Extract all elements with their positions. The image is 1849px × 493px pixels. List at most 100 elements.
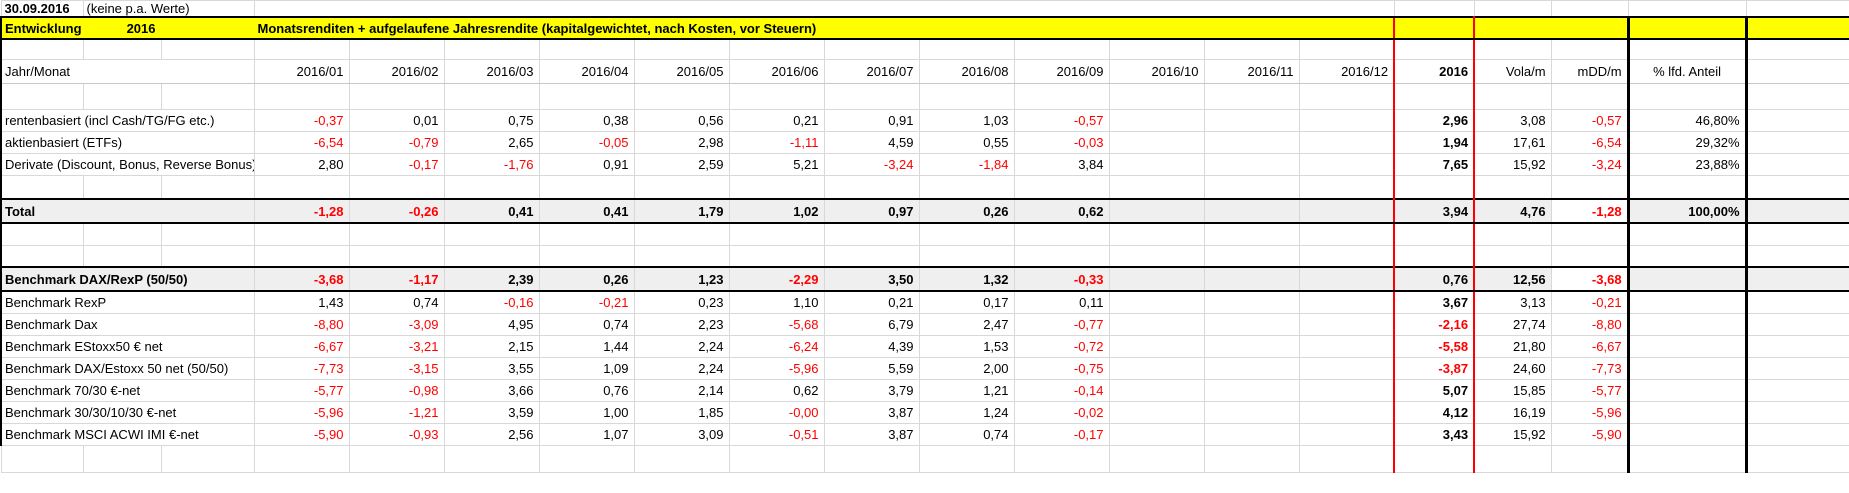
cell[interactable] [1550, 244, 1629, 268]
cell[interactable] [1108, 222, 1205, 246]
cell-month[interactable] [1108, 152, 1205, 176]
cell[interactable] [1745, 422, 1849, 446]
cell[interactable] [1473, 0, 1552, 18]
cell[interactable] [728, 38, 825, 60]
cell[interactable] [1108, 82, 1205, 110]
cell[interactable] [1393, 444, 1476, 473]
cell[interactable] [160, 244, 255, 268]
cell-month[interactable]: 4,95 [443, 312, 540, 336]
cell-month[interactable] [1298, 400, 1395, 424]
cell-month[interactable]: 2,47 [918, 312, 1015, 336]
row-label[interactable]: Total [0, 198, 255, 224]
cell[interactable] [1745, 244, 1849, 268]
cell[interactable] [1298, 174, 1395, 200]
cell[interactable] [1745, 38, 1849, 60]
cell-ytd-2016[interactable]: 5,07 [1393, 378, 1476, 402]
cell-month[interactable]: -0,05 [538, 130, 635, 154]
cell[interactable] [160, 82, 255, 110]
cell-pct-anteil[interactable] [1626, 422, 1748, 446]
cell-month[interactable] [1298, 378, 1395, 402]
cell[interactable] [1393, 38, 1476, 60]
cell[interactable] [1473, 222, 1552, 246]
cell-month[interactable] [1298, 356, 1395, 380]
cell[interactable] [348, 38, 445, 60]
cell-month[interactable]: 1,03 [918, 108, 1015, 132]
col-header-jahr-monat[interactable]: Jahr/Monat [0, 58, 255, 84]
cell-ytd-2016[interactable]: 4,12 [1393, 400, 1476, 424]
col-header-month[interactable]: 2016/12 [1298, 58, 1395, 84]
cell[interactable] [1626, 222, 1748, 246]
cell-month[interactable]: 0,01 [348, 108, 445, 132]
cell[interactable] [1745, 290, 1849, 314]
cell-month[interactable]: 1,21 [918, 378, 1015, 402]
cell-month[interactable]: -3,68 [253, 266, 350, 292]
cell[interactable] [0, 444, 84, 473]
col-header-mdd[interactable]: mDD/m [1550, 58, 1629, 84]
cell-month[interactable] [1108, 422, 1205, 446]
cell-month[interactable] [1108, 198, 1205, 224]
cell-month[interactable]: -0,98 [348, 378, 445, 402]
cell[interactable] [1550, 82, 1629, 110]
cell[interactable] [82, 174, 162, 200]
cell[interactable] [1473, 82, 1552, 110]
cell-month[interactable]: 3,87 [823, 400, 920, 424]
cell-month[interactable] [1108, 312, 1205, 336]
cell[interactable] [0, 38, 84, 60]
cell[interactable] [1298, 222, 1395, 246]
cell[interactable] [1745, 378, 1849, 402]
cell[interactable] [633, 174, 730, 200]
cell-month[interactable]: 0,97 [823, 198, 920, 224]
cell[interactable] [1745, 108, 1849, 132]
cell[interactable] [253, 174, 350, 200]
cell[interactable] [160, 38, 255, 60]
cell[interactable] [253, 38, 350, 60]
cell-month[interactable] [1203, 290, 1300, 314]
cell[interactable] [823, 222, 920, 246]
cell-pct-anteil[interactable] [1626, 356, 1748, 380]
cell-ytd-2016[interactable]: 3,43 [1393, 422, 1476, 446]
cell-month[interactable]: -5,77 [253, 378, 350, 402]
cell[interactable] [633, 38, 730, 60]
cell-month[interactable]: -0,93 [348, 422, 445, 446]
cell-month[interactable]: 0,11 [1013, 290, 1110, 314]
cell-month[interactable]: 6,79 [823, 312, 920, 336]
cell[interactable] [1550, 444, 1629, 473]
cell-month[interactable]: -1,11 [728, 130, 825, 154]
cell-vola[interactable]: 15,92 [1473, 152, 1552, 176]
cell-month[interactable]: 2,65 [443, 130, 540, 154]
cell-month[interactable]: 0,23 [633, 290, 730, 314]
cell-month[interactable]: -3,24 [823, 152, 920, 176]
cell-month[interactable]: 0,91 [823, 108, 920, 132]
cell-ytd-2016[interactable]: 1,94 [1393, 130, 1476, 154]
cell[interactable] [1745, 444, 1849, 473]
cell-month[interactable]: 2,24 [633, 356, 730, 380]
cell[interactable] [823, 38, 920, 60]
cell[interactable] [633, 444, 730, 473]
cell-month[interactable]: 1,32 [918, 266, 1015, 292]
cell-month[interactable]: 0,41 [538, 198, 635, 224]
cell[interactable] [348, 222, 445, 246]
cell-ytd-2016[interactable]: 3,94 [1393, 198, 1476, 224]
cell-month[interactable]: 4,39 [823, 334, 920, 358]
cell[interactable] [1393, 16, 1476, 40]
cell[interactable] [918, 244, 1015, 268]
cell-month[interactable]: -0,77 [1013, 312, 1110, 336]
cell-month[interactable]: -1,76 [443, 152, 540, 176]
cell-month[interactable]: 1,24 [918, 400, 1015, 424]
cell-vola[interactable]: 3,08 [1473, 108, 1552, 132]
col-header-month[interactable]: 2016/10 [1108, 58, 1205, 84]
cell-month[interactable]: -1,21 [348, 400, 445, 424]
cell-month[interactable]: -5,96 [253, 400, 350, 424]
cell-month[interactable]: 1,85 [633, 400, 730, 424]
cell-vola[interactable]: 17,61 [1473, 130, 1552, 154]
cell-month[interactable]: 2,39 [443, 266, 540, 292]
cell[interactable] [1745, 130, 1849, 154]
cell[interactable] [823, 444, 920, 473]
cell[interactable] [82, 444, 162, 473]
cell-month[interactable]: 2,98 [633, 130, 730, 154]
cell[interactable] [1013, 174, 1110, 200]
cell-month[interactable]: -8,80 [253, 312, 350, 336]
cell-month[interactable] [1298, 108, 1395, 132]
cell[interactable] [1745, 16, 1849, 40]
cell[interactable] [348, 174, 445, 200]
